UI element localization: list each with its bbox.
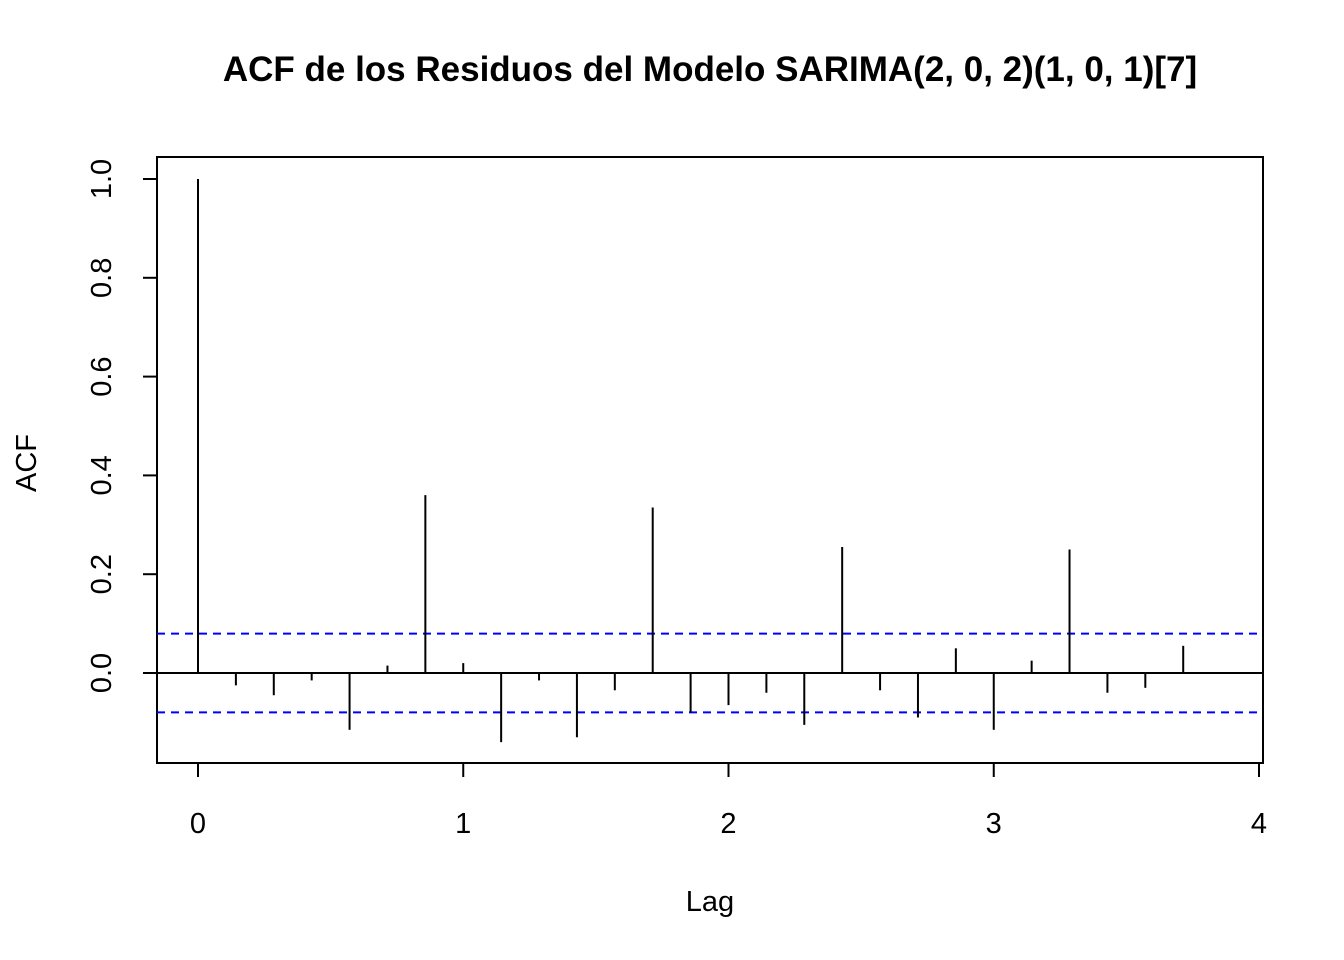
x-tick-label: 1 [455, 808, 471, 840]
y-tick-label: 0.2 [86, 554, 118, 594]
y-axis: 0.0 0.2 0.4 0.6 0.8 1.0 [86, 159, 157, 693]
chart-title: ACF de los Residuos del Modelo SARIMA(2,… [223, 50, 1197, 89]
x-axis-label: Lag [686, 886, 734, 918]
y-tick-label: 1.0 [86, 159, 118, 199]
x-tick-label: 3 [986, 808, 1002, 840]
y-tick-label: 0.6 [86, 356, 118, 396]
y-axis-label: ACF [11, 434, 43, 492]
y-tick-label: 0.0 [86, 653, 118, 693]
y-tick-label: 0.4 [86, 455, 118, 495]
x-tick-label: 4 [1251, 808, 1267, 840]
x-tick-label: 2 [720, 808, 736, 840]
acf-bars [197, 179, 1185, 743]
y-tick-label: 0.8 [86, 258, 118, 298]
x-axis: 0 1 2 3 4 [190, 762, 1267, 840]
x-tick-label: 0 [190, 808, 206, 840]
